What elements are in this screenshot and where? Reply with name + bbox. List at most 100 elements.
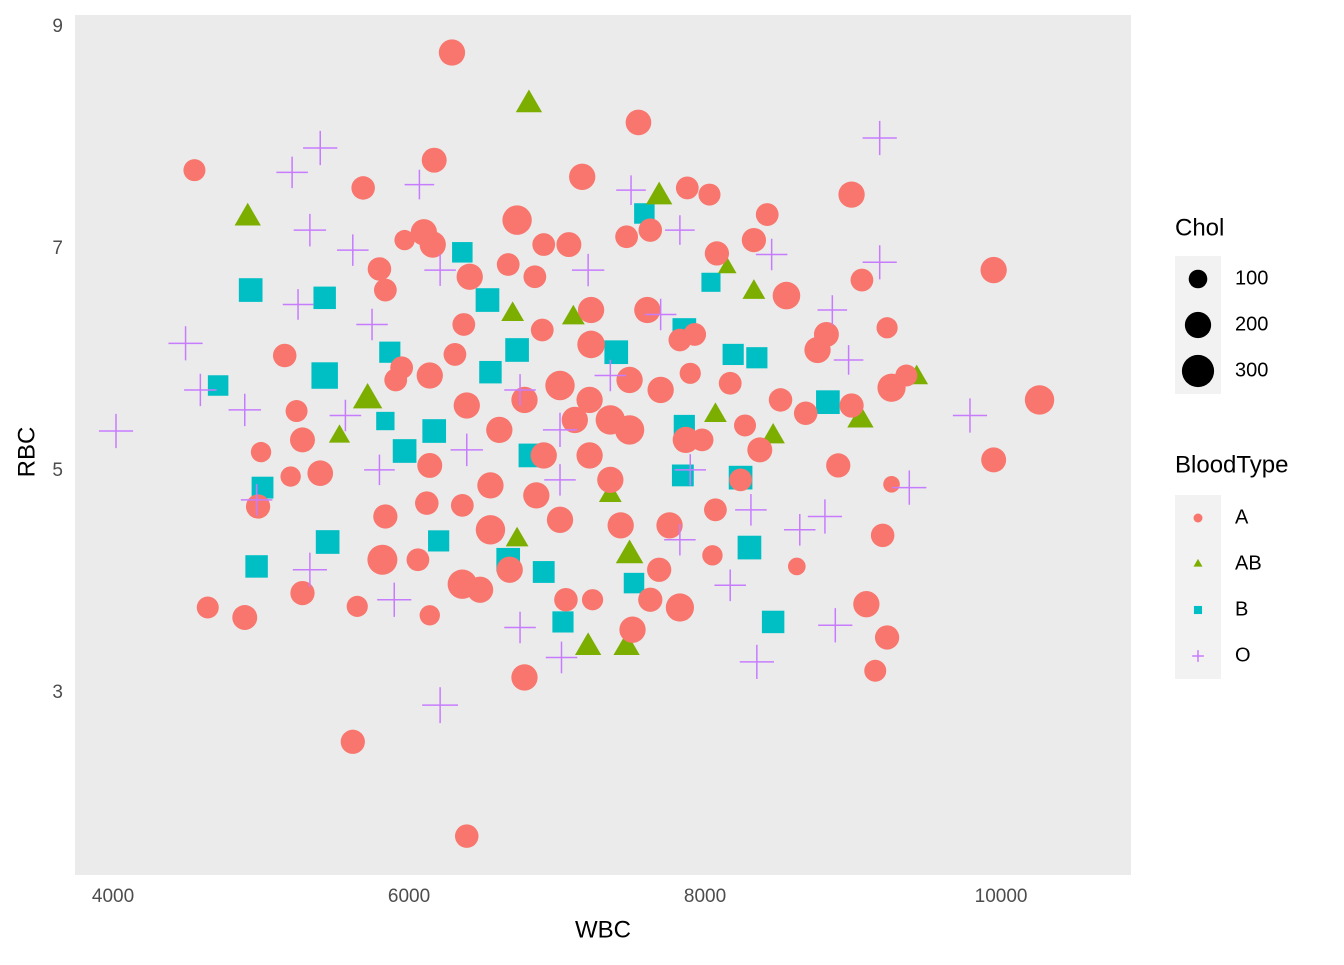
point (864, 659, 887, 682)
point (505, 338, 529, 362)
point (571, 253, 605, 287)
point (784, 514, 816, 546)
point (793, 401, 818, 426)
point (250, 441, 272, 463)
point (722, 343, 744, 366)
point (672, 426, 699, 454)
point (315, 530, 340, 554)
point (862, 245, 897, 280)
point (704, 241, 730, 266)
point (616, 175, 646, 205)
point (379, 341, 401, 363)
point (853, 591, 880, 618)
point (746, 347, 768, 369)
point (644, 298, 677, 331)
point (311, 362, 338, 389)
point (290, 427, 315, 453)
y-axis-label: RBC (13, 427, 40, 478)
point (502, 205, 532, 235)
point (552, 611, 574, 633)
point (184, 373, 217, 407)
color-legend-key (1193, 605, 1203, 615)
color-legend-label: O (1235, 644, 1251, 666)
point (292, 552, 327, 587)
x-tick-label: 4000 (92, 886, 134, 907)
point (238, 278, 263, 302)
point (475, 288, 500, 312)
point (679, 362, 701, 384)
point (207, 375, 229, 396)
point (367, 257, 392, 281)
point (504, 611, 536, 644)
color-legend-key (1193, 513, 1203, 523)
point (569, 163, 596, 190)
y-tick-label: 7 (52, 238, 63, 259)
point (742, 279, 766, 299)
point (576, 386, 603, 414)
point (714, 569, 746, 602)
point (530, 318, 554, 342)
point (168, 326, 203, 361)
point (394, 229, 415, 251)
color-legend-key (1192, 650, 1204, 662)
point (737, 535, 762, 560)
point (704, 402, 727, 423)
point (833, 345, 864, 375)
point (613, 632, 640, 656)
point (981, 447, 1007, 473)
point (647, 557, 672, 582)
x-tick-label: 6000 (388, 886, 430, 907)
point (428, 530, 450, 552)
point (604, 340, 629, 365)
point (272, 343, 297, 368)
point (234, 202, 261, 226)
point (876, 317, 898, 339)
point (452, 242, 473, 263)
point (532, 561, 555, 583)
point (690, 428, 714, 452)
point (515, 89, 543, 113)
point (619, 616, 646, 643)
point (419, 605, 440, 626)
point (807, 499, 843, 534)
point (377, 582, 412, 617)
point (228, 393, 261, 427)
point (615, 225, 638, 249)
point (285, 400, 308, 423)
size-legend-label: 300 (1235, 359, 1268, 381)
point (532, 233, 556, 256)
point (683, 323, 707, 346)
point (530, 442, 557, 469)
point (376, 411, 395, 431)
points (98, 39, 1055, 848)
point (293, 213, 327, 247)
point (556, 232, 582, 258)
point (895, 364, 918, 387)
point (761, 610, 785, 634)
point (303, 130, 338, 166)
size-legend-key (1181, 354, 1215, 388)
point (980, 256, 1007, 284)
point (486, 416, 513, 444)
point (364, 454, 395, 486)
point (561, 304, 585, 325)
point (747, 437, 773, 463)
size-legend-label: 100 (1235, 267, 1268, 289)
point (717, 257, 737, 274)
point (501, 301, 525, 322)
point (544, 464, 576, 496)
point (422, 687, 459, 724)
point (340, 729, 365, 754)
point (761, 423, 785, 444)
point (406, 548, 430, 572)
point (505, 526, 529, 547)
point (416, 362, 443, 389)
point (581, 589, 604, 611)
point (675, 176, 699, 200)
point (196, 596, 219, 619)
point (542, 412, 578, 448)
point (664, 524, 696, 556)
point (545, 370, 575, 401)
point (290, 580, 315, 606)
point (496, 556, 523, 583)
